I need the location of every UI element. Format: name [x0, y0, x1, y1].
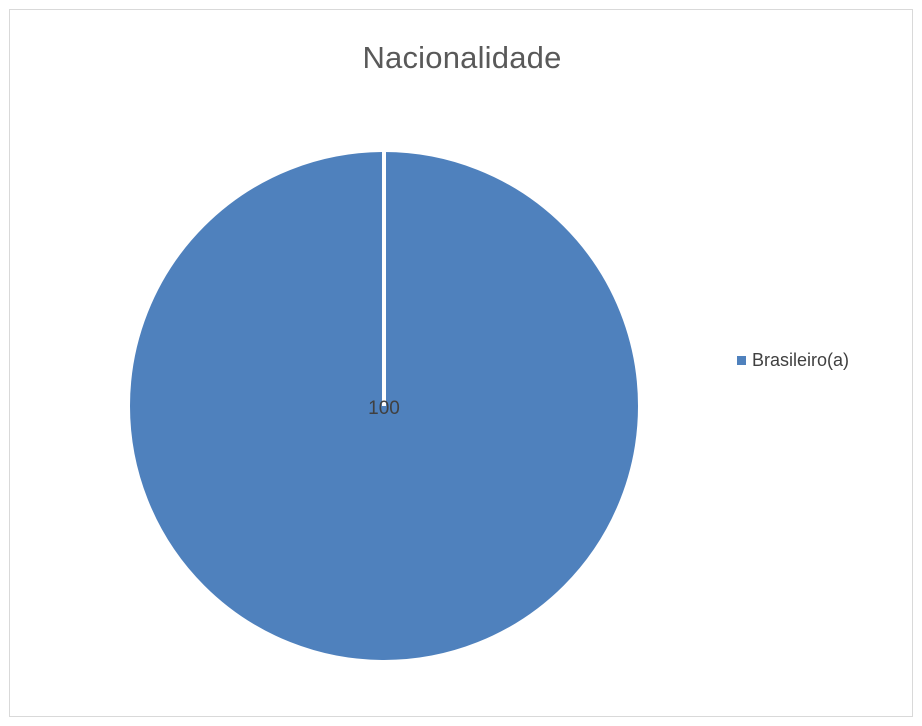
legend-swatch-brasileiro	[737, 356, 746, 365]
chart-title: Nacionalidade	[362, 40, 562, 75]
legend-label-brasileiro: Brasileiro(a)	[752, 350, 850, 370]
data-label-0: 100	[368, 398, 400, 419]
legend: Brasileiro(a)	[737, 350, 849, 371]
pie-chart: 100	[128, 150, 640, 662]
chart-area: Nacionalidade 100 Brasileiro(a)	[9, 9, 913, 717]
